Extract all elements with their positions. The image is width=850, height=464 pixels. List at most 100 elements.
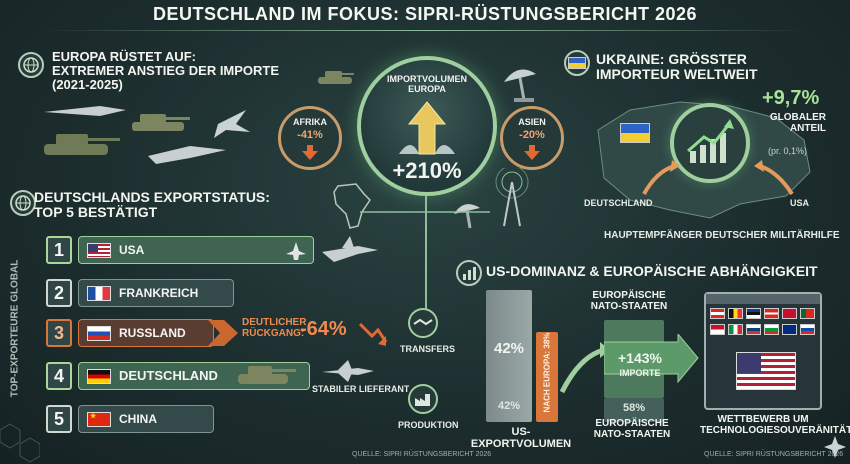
eu-flag-icon xyxy=(746,324,761,335)
satellite-dish-icon xyxy=(504,69,536,102)
ukraine-share-label: GLOBALER ANTEIL xyxy=(768,112,826,135)
fighter-jet-icon xyxy=(148,146,226,164)
eu-flag-icon xyxy=(764,324,779,335)
usa-flag-icon xyxy=(87,243,111,258)
usa-source-label: USA xyxy=(790,198,810,208)
ukraine-caption: HAUPTEMPFÄNGER DEUTSCHER MILITÄRHILFE xyxy=(604,230,840,241)
ukraine-share-value: +9,7% xyxy=(762,87,820,109)
eu-flag-icon xyxy=(764,308,779,319)
nato-share-bar: 58% xyxy=(604,398,664,422)
nato-bottom-label-line-2: NATO-STAATEN xyxy=(593,429,671,440)
exporter-row-france: FRANKREICH xyxy=(78,279,234,307)
eu-flag-icon xyxy=(782,324,797,335)
source-note: QUELLE: SIPRI RÜSTUNGSBERICHT 2026 xyxy=(704,451,844,458)
europe-heading: EUROPA RÜSTET AUF: EXTREMER ANSTIEG DER … xyxy=(52,49,279,93)
nato-import-label: IMPORTE xyxy=(619,368,661,378)
top-exporters-side-label: TOP-EXPORTEURE GLOBAL xyxy=(9,259,21,398)
asia-label: ASIEN xyxy=(518,117,546,127)
fighter-jet-icon xyxy=(322,236,378,262)
import-volume-label: IMPORTVOLUMEN EUROPA xyxy=(361,74,493,94)
radar-tower-icon xyxy=(495,168,529,227)
europe-heading-line-3: (2021-2025) xyxy=(52,77,123,93)
exporter-row-china: ★ CHINA xyxy=(78,405,214,433)
rising-arrow-icon xyxy=(399,101,455,155)
country-name: CHINA xyxy=(119,412,157,426)
import-volume-label-line-2: EUROPA xyxy=(408,84,446,94)
nato-bottom-label: EUROPÄISCHE NATO-STAATEN xyxy=(582,418,682,440)
exports-heading-line-2: TOP 5 BESTÄTIGT xyxy=(34,204,158,221)
page-title: DEUTSCHLAND IM FOKUS: SIPRI-RÜSTUNGSBERI… xyxy=(152,4,698,24)
connector-lines xyxy=(360,196,490,310)
globe-icon xyxy=(10,190,36,216)
ukraine-share-label-line-1: GLOBALER xyxy=(769,112,826,123)
country-name: DEUTSCHLAND xyxy=(119,368,218,383)
exports-heading-line-1: DEUTSCHLANDS EXPORTSTATUS: xyxy=(34,189,270,205)
competition-label: WETTBEWERB UM TECHNOLOGIESOUVERÄNITÄT xyxy=(700,414,850,436)
africa-ring: AFRIKA -41% xyxy=(278,106,342,170)
ukraine-heading-line-1: UKRAINE: GRÖSSTER xyxy=(596,51,747,67)
nato-top-label: EUROPÄISCHE NATO-STAATEN xyxy=(586,290,672,312)
tank-icon xyxy=(318,71,354,84)
exporter-row-russia: RUSSLAND xyxy=(78,319,214,347)
nato-import-value: +143% xyxy=(618,350,662,366)
growth-chart-ring xyxy=(670,103,750,183)
ukraine-flag-icon xyxy=(568,57,586,69)
exports-heading: DEUTSCHLANDS EXPORTSTATUS: TOP 5 BESTÄTI… xyxy=(34,189,270,221)
china-flag-icon: ★ xyxy=(87,412,111,427)
tank-icon xyxy=(44,134,120,155)
transfers-label: TRANSFERS xyxy=(400,344,456,354)
down-arrow-icon xyxy=(358,322,388,346)
france-flag-icon xyxy=(87,286,111,301)
down-arrow-icon xyxy=(524,145,540,160)
germany-source-label: DEUTSCHLAND xyxy=(584,198,653,208)
us-export-share-bottom: 42% xyxy=(497,400,521,412)
us-export-bar: 42% 42% xyxy=(486,290,532,422)
eu-flag-icon xyxy=(728,308,743,319)
nato-share-value: 58% xyxy=(622,402,646,414)
eu-flag-icon xyxy=(800,308,815,319)
fighter-jet-icon xyxy=(286,242,306,260)
import-volume-label-line-1: IMPORTVOLUMEN xyxy=(387,74,467,84)
chart-icon xyxy=(456,260,482,286)
factory-icon xyxy=(408,384,438,414)
to-europe-label: NACH EUROPA: 38% xyxy=(542,332,552,413)
ukraine-flag-icon xyxy=(620,123,650,143)
eu-flag-icon xyxy=(746,308,761,319)
globe-icon xyxy=(18,52,44,78)
nato-top-label-line-1: EUROPÄISCHE xyxy=(592,290,666,301)
sparkle-icon xyxy=(824,436,846,458)
to-europe-bar: NACH EUROPA: 38% xyxy=(536,332,558,422)
hexagon-pattern xyxy=(0,423,40,463)
us-dominance-heading: US-DOMINANZ & EUROPÄISCHE ABHÄNGIGKEIT xyxy=(486,263,818,279)
eu-flag-icon xyxy=(710,308,725,319)
country-name: RUSSLAND xyxy=(119,326,186,340)
handshake-icon xyxy=(408,308,438,338)
down-arrow-icon xyxy=(302,145,318,160)
europe-heading-line-1: EUROPA RÜSTET AUF: xyxy=(52,49,196,64)
military-vehicles-illustration xyxy=(44,106,250,164)
exporter-row-usa: USA xyxy=(78,236,314,264)
eu-flag-icon xyxy=(728,324,743,335)
asia-value: -20% xyxy=(519,129,545,141)
rank-4: 4 xyxy=(46,362,72,390)
nato-import-arrow xyxy=(604,334,699,384)
ukraine-heading: UKRAINE: GRÖSSTER IMPORTEUR WELTWEIT xyxy=(596,51,758,82)
us-export-share-value: 42% xyxy=(493,340,525,357)
competition-label-line-1: WETTBEWERB UM xyxy=(717,414,809,425)
rank-2: 2 xyxy=(46,279,72,307)
usa-flag-icon xyxy=(736,352,796,390)
europe-import-ring: IMPORTVOLUMEN EUROPA +210% xyxy=(357,56,497,196)
russia-flag-icon xyxy=(87,326,111,341)
transport-aircraft-icon xyxy=(322,360,374,382)
country-name: USA xyxy=(119,243,145,257)
eu-flag-icon xyxy=(782,308,797,319)
ukraine-share-label-line-2: ANTEIL xyxy=(789,122,826,134)
rank-5: 5 xyxy=(46,405,72,433)
nato-top-label-line-2: NATO-STAATEN xyxy=(590,301,668,312)
nato-bottom-label-line-1: EUROPÄISCHE xyxy=(595,418,669,429)
russia-decline-note: DEUTLICHER RÜCKGANG: xyxy=(242,317,306,340)
tank-icon xyxy=(132,114,190,131)
ukraine-share-note: (pr. 0,1%) xyxy=(768,146,808,156)
asia-ring: ASIEN -20% xyxy=(500,106,564,170)
